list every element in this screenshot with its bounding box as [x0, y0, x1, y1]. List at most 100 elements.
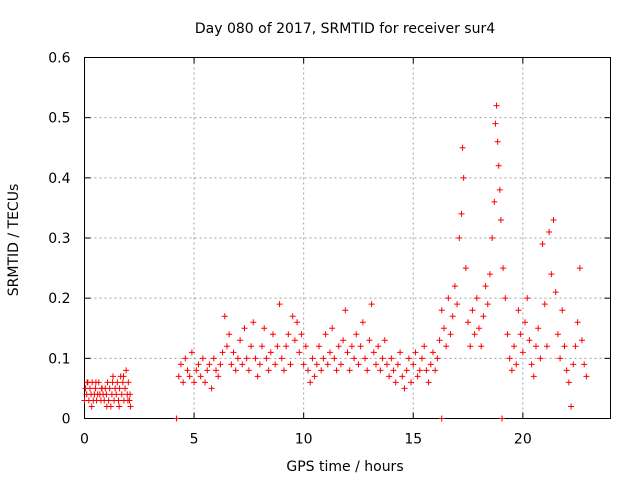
data-point — [182, 355, 189, 362]
data-point — [469, 307, 476, 314]
data-point — [120, 373, 127, 380]
data-point — [298, 331, 305, 338]
data-point — [272, 361, 279, 368]
data-point — [579, 337, 586, 344]
data-point — [491, 198, 498, 205]
data-point — [353, 331, 360, 338]
data-point — [115, 397, 122, 404]
data-point — [526, 337, 533, 344]
data-point — [103, 391, 110, 398]
data-point — [278, 355, 285, 362]
data-point — [254, 373, 261, 380]
data-point — [109, 373, 116, 380]
data-point — [116, 385, 123, 392]
data-point — [492, 120, 499, 127]
data-point — [368, 301, 375, 308]
data-point — [355, 361, 362, 368]
data-point — [241, 325, 248, 332]
data-point — [493, 102, 500, 109]
x-tick-label: 5 — [190, 432, 199, 448]
y-tick-label: 0.1 — [48, 351, 70, 367]
data-point — [366, 337, 373, 344]
y-tick-label: 0.3 — [48, 231, 70, 247]
data-point — [416, 367, 423, 374]
data-point — [269, 331, 276, 338]
data-point — [550, 216, 557, 223]
data-point — [458, 210, 465, 217]
data-point — [215, 373, 222, 380]
data-point — [414, 373, 421, 380]
data-point — [447, 331, 454, 338]
data-point — [199, 355, 206, 362]
data-point — [489, 235, 496, 241]
y-tick-label: 0 — [62, 412, 71, 428]
data-point — [394, 361, 401, 368]
data-point — [515, 307, 522, 314]
data-point — [576, 265, 583, 272]
data-point — [113, 391, 120, 398]
data-point — [313, 361, 320, 368]
data-point — [511, 343, 518, 350]
data-point — [305, 367, 312, 374]
data-point — [206, 361, 213, 368]
data-point — [340, 337, 347, 344]
data-point — [234, 355, 241, 362]
data-point — [506, 355, 513, 362]
data-point — [568, 403, 575, 410]
data-point — [445, 295, 452, 302]
data-point — [195, 361, 202, 368]
data-point — [459, 144, 466, 151]
data-point — [88, 403, 95, 410]
data-point — [105, 397, 112, 404]
data-point — [127, 391, 134, 398]
data-point — [329, 325, 336, 332]
data-point — [208, 385, 215, 392]
data-point — [386, 373, 393, 380]
data-point — [405, 355, 412, 362]
chart-title: Day 080 of 2017, SRMTID for receiver sur… — [195, 21, 495, 37]
data-point — [124, 397, 131, 404]
data-point — [103, 403, 110, 410]
data-point — [256, 361, 263, 368]
data-point — [552, 289, 559, 296]
data-point — [581, 361, 588, 368]
data-point — [226, 331, 233, 338]
data-point — [528, 361, 535, 368]
data-point — [388, 355, 395, 362]
data-point — [259, 343, 266, 350]
data-point — [123, 367, 130, 374]
data-point — [467, 343, 474, 350]
data-point — [541, 301, 548, 308]
data-point — [410, 361, 417, 368]
data-point — [499, 415, 506, 422]
data-point — [291, 337, 298, 344]
data-point — [320, 355, 327, 362]
data-point — [462, 265, 469, 272]
data-point — [106, 385, 113, 392]
data-point — [530, 373, 537, 380]
data-point — [502, 295, 509, 302]
data-point — [546, 228, 553, 235]
data-point — [276, 301, 283, 308]
data-point — [283, 343, 290, 350]
data-point — [473, 295, 480, 302]
data-point — [173, 415, 180, 422]
data-point — [324, 361, 331, 368]
data-point — [210, 355, 217, 362]
data-point — [434, 355, 441, 362]
y-tick-label: 0.6 — [48, 51, 70, 67]
data-point — [92, 379, 99, 386]
data-point — [357, 343, 364, 350]
data-point — [186, 373, 193, 380]
data-point — [351, 355, 358, 362]
data-point — [263, 355, 270, 362]
data-point — [188, 349, 195, 356]
data-point — [346, 367, 353, 374]
data-point — [397, 349, 404, 356]
data-point — [574, 319, 581, 326]
data-point — [476, 325, 482, 332]
data-point — [348, 343, 355, 350]
data-point — [318, 367, 325, 374]
data-point — [335, 343, 342, 350]
x-axis-label: GPS time / hours — [286, 459, 403, 475]
